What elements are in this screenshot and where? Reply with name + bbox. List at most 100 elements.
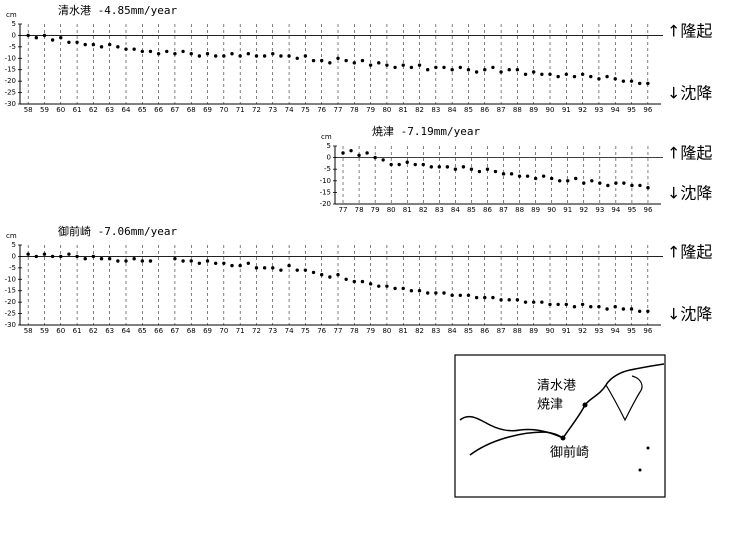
point (531, 70, 536, 74)
y-tick-label: 5 (327, 142, 331, 150)
point (629, 79, 634, 83)
x-tick-label: 96 (643, 106, 652, 114)
x-tick-label: 95 (627, 327, 636, 335)
map-label: 御前崎 (550, 445, 589, 461)
y-axis-label: cm (6, 232, 17, 240)
map: 清水港 焼津 御前崎 (454, 354, 666, 498)
point (344, 277, 348, 281)
point (499, 70, 503, 74)
x-tick-label: 92 (578, 106, 587, 114)
map-point (560, 435, 566, 441)
point (238, 54, 242, 58)
point (107, 42, 112, 47)
point (59, 36, 63, 40)
x-tick-label: 64 (122, 106, 131, 114)
point (509, 172, 514, 176)
y-tick-label: -5 (9, 264, 16, 272)
x-tick-label: 81 (403, 206, 412, 214)
x-tick-label: 95 (627, 106, 636, 114)
map-label: 清水港 (537, 379, 576, 394)
annotation: ↓沈降 (667, 305, 712, 324)
x-tick-label: 77 (339, 206, 348, 214)
annotation: ↓沈降 (667, 84, 712, 103)
x-tick-label: 65 (138, 327, 147, 335)
point (230, 263, 234, 268)
x-tick-label: 75 (301, 106, 310, 114)
point (368, 282, 373, 286)
point (409, 289, 414, 293)
x-tick-label: 84 (448, 327, 457, 335)
x-tick-label: 71 (236, 106, 245, 114)
x-tick-label: 68 (187, 106, 196, 114)
point (295, 56, 299, 60)
point (548, 302, 552, 307)
y-tick-label: -15 (320, 188, 331, 196)
x-tick-label: 88 (513, 327, 522, 335)
point (477, 169, 482, 174)
point (213, 54, 218, 58)
point (515, 68, 520, 72)
point (303, 54, 308, 58)
annotation: ↑隆起 (667, 22, 712, 41)
x-tick-label: 80 (382, 327, 391, 335)
coastline (469, 431, 564, 456)
point (75, 40, 79, 44)
x-tick-label: 65 (138, 106, 147, 114)
y-tick-label: 0 (327, 154, 331, 162)
x-tick-label: 84 (451, 206, 460, 214)
x-tick-label: 62 (89, 327, 98, 335)
point (589, 74, 593, 79)
chart-title: 清水港 -4.85mm/year (58, 4, 177, 17)
point (165, 49, 169, 54)
point (637, 309, 642, 313)
point (352, 279, 357, 284)
x-tick-label: 64 (122, 327, 131, 335)
x-tick-label: 61 (73, 106, 82, 114)
chart-title: 焼津 -7.19mm/year (372, 125, 480, 138)
point (589, 305, 593, 309)
point (613, 77, 617, 81)
point (59, 254, 63, 259)
point (393, 65, 397, 70)
y-tick-label: -5 (324, 165, 331, 173)
annotation: ↑隆起 (667, 144, 712, 163)
x-tick-label: 88 (515, 206, 524, 214)
x-tick-label: 79 (366, 327, 375, 335)
point (507, 68, 511, 72)
x-tick-label: 61 (73, 327, 82, 335)
x-tick-label: 90 (546, 327, 555, 335)
point (365, 151, 369, 155)
x-tick-label: 73 (268, 106, 277, 114)
point (421, 162, 425, 167)
x-tick-label: 58 (24, 327, 33, 335)
point (621, 79, 626, 83)
point (437, 165, 442, 169)
point (271, 266, 275, 270)
point (450, 293, 454, 297)
y-tick-label: -10 (5, 275, 16, 283)
x-tick-label: 85 (464, 106, 473, 114)
y-tick-label: -20 (320, 200, 331, 208)
y-tick-label: -20 (5, 298, 16, 306)
point (434, 65, 438, 70)
x-tick-label: 80 (382, 106, 391, 114)
point (377, 61, 381, 65)
point (385, 63, 389, 67)
point (429, 165, 433, 169)
x-tick-label: 93 (594, 106, 603, 114)
x-tick-label: 74 (285, 106, 294, 114)
point (556, 74, 560, 79)
x-tick-label: 66 (154, 327, 163, 335)
point (564, 302, 569, 307)
point (541, 174, 546, 178)
x-tick-label: 86 (480, 327, 489, 335)
point (385, 284, 389, 288)
point (491, 65, 495, 70)
point (148, 259, 153, 263)
point (540, 72, 544, 76)
point (540, 300, 544, 304)
point (50, 254, 55, 259)
point (548, 72, 552, 76)
point (525, 174, 530, 178)
y-tick-label: -10 (5, 54, 16, 62)
